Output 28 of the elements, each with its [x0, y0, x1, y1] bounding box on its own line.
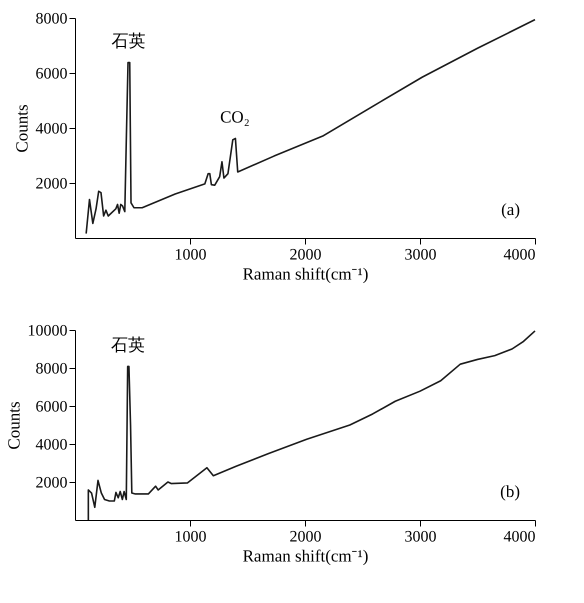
x-tick-label: 4000	[504, 528, 536, 546]
x-tick-label: 4000	[504, 246, 536, 264]
y-tick-label: 8000	[36, 360, 68, 378]
annotation: 石英	[111, 335, 146, 354]
y-tick-label: 10000	[28, 322, 68, 340]
y-axis-title: Counts	[4, 401, 24, 450]
y-tick-label: 2000	[36, 474, 68, 492]
line-series	[88, 330, 536, 521]
annotation: CO₂	[220, 107, 250, 126]
x-tick-label: 3000	[404, 528, 436, 546]
y-axis-title: Counts	[12, 104, 32, 153]
x-axis-title: Raman shift(cm⁻¹)	[242, 546, 368, 566]
x-tick-label: 2000	[290, 528, 322, 546]
x-tick-label: 2000	[290, 246, 322, 264]
y-tick-label: 6000	[36, 66, 68, 82]
y-tick-label: 8000	[36, 10, 68, 28]
y-tick-label: 4000	[36, 120, 68, 138]
x-tick-label: 1000	[174, 528, 206, 546]
annotation: (b)	[500, 482, 520, 501]
x-tick-label: 1000	[174, 246, 206, 264]
annotation: 石英	[111, 32, 146, 51]
y-tick-label: 2000	[36, 176, 68, 192]
y-tick-label: 4000	[36, 436, 68, 454]
x-tick-label: 3000	[404, 246, 436, 264]
line-series	[85, 18, 536, 234]
annotation: (a)	[501, 200, 520, 219]
x-axis-title: Raman shift(cm⁻¹)	[242, 264, 368, 284]
y-tick-label: 6000	[36, 398, 68, 416]
